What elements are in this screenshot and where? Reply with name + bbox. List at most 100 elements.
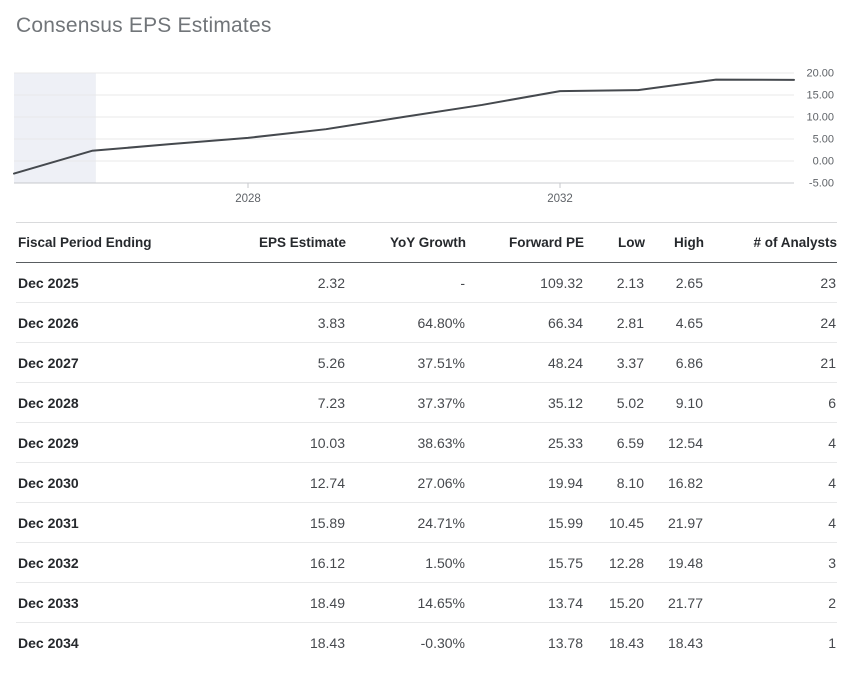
fiscal-period-cell: Dec 2033	[16, 582, 218, 623]
value-cell: 5.02	[584, 382, 645, 423]
value-cell: 27.06%	[346, 462, 466, 503]
fiscal-period-cell: Dec 2028	[16, 382, 218, 423]
fiscal-period-cell: Dec 2025	[16, 262, 218, 303]
value-cell: 2.13	[584, 262, 645, 303]
value-cell: 5.26	[218, 342, 346, 383]
table-row: Dec 2033 18.49 14.65% 13.74 15.20 21.77 2	[16, 582, 837, 623]
y-axis-label: 10.00	[806, 112, 834, 124]
value-cell: 8.10	[584, 462, 645, 503]
value-cell: 15.89	[218, 502, 346, 543]
value-cell: -	[346, 262, 466, 303]
value-cell: 16.12	[218, 542, 346, 583]
value-cell: 2.65	[645, 262, 704, 303]
value-cell: 12.74	[218, 462, 346, 503]
value-cell: 25.33	[466, 422, 584, 463]
value-cell: 10.03	[218, 422, 346, 463]
table-row: Dec 2026 3.83 64.80% 66.34 2.81 4.65 24	[16, 302, 837, 343]
value-cell: 24	[704, 302, 837, 343]
eps-estimates-table: Fiscal Period Ending EPS Estimate YoY Grow…	[16, 222, 837, 662]
section-title: Consensus EPS Estimates	[16, 14, 272, 37]
table-header-row: Fiscal Period Ending EPS Estimate YoY Grow…	[16, 222, 837, 263]
value-cell: 18.43	[667, 634, 703, 651]
y-axis-label: -5.00	[809, 178, 834, 190]
value-cell: 66.34	[466, 302, 584, 343]
value-cell: 4	[704, 422, 837, 463]
column-header--of-analysts: # of Analysts	[704, 222, 837, 263]
column-header-forward-pe: Forward PE	[466, 222, 584, 263]
value-cell: 3	[704, 542, 837, 583]
value-cell: 35.12	[466, 382, 584, 423]
value-cell: 14.65%	[346, 582, 466, 623]
value-cell: 1	[828, 634, 836, 651]
x-axis-label: 2032	[547, 193, 573, 205]
value-cell: 1.50%	[346, 542, 466, 583]
value-cell: 19.48	[645, 542, 704, 583]
value-cell: 7.23	[218, 382, 346, 423]
value-cell: 3.37	[584, 342, 645, 383]
value-cell: 4.65	[645, 302, 704, 343]
value-cell: 64.80%	[346, 302, 466, 343]
value-cell: 4	[704, 502, 837, 543]
value-cell: 15.75	[466, 542, 584, 583]
value-cell: 15.99	[466, 502, 584, 543]
value-cell: 37.37%	[346, 382, 466, 423]
value-cell: 19.94	[466, 462, 584, 503]
value-cell: 18.49	[218, 582, 346, 623]
fiscal-period-cell: Dec 2026	[16, 302, 218, 343]
column-header-yoy-growth: YoY Growth	[346, 222, 466, 263]
table-row: Dec 2029 10.03 38.63% 25.33 6.59 12.54 4	[16, 422, 837, 463]
value-cell: -0.30%	[420, 634, 465, 651]
value-cell: 109.32	[466, 262, 584, 303]
x-axis-label: 2028	[235, 193, 261, 205]
value-cell: 48.24	[466, 342, 584, 383]
value-cell: 38.63%	[346, 422, 466, 463]
value-cell: 3.83	[218, 302, 346, 343]
table-row: Dec 2025 2.32-109.32 2.13 2.65 23	[16, 262, 837, 303]
table-row: Dec 2034 18.43 -0.30% 13.78 18.43 18.43 1	[16, 623, 837, 663]
value-cell: 18.43	[608, 634, 644, 651]
fiscal-period-cell: Dec 2027	[16, 342, 218, 383]
column-header-low: Low	[584, 222, 645, 263]
y-axis-label: 5.00	[813, 134, 834, 146]
table-row: Dec 2028 7.23 37.37% 35.12 5.02 9.10 6	[16, 382, 837, 423]
fiscal-period-cell: Dec 2032	[16, 542, 218, 583]
table-row: Dec 2032 16.12 1.50% 15.75 12.28 19.48 3	[16, 542, 837, 583]
eps-chart-svg: 20.00 15.00 10.00 5.00 0.00 -5.00 2028 2032	[13, 68, 834, 205]
value-cell: 16.82	[645, 462, 704, 503]
value-cell: 24.71%	[346, 502, 466, 543]
column-header-high: High	[645, 222, 704, 263]
fiscal-period-cell: Dec 2030	[16, 462, 218, 503]
eps-series-line	[13, 78, 795, 175]
fiscal-period-cell: Dec 2031	[16, 502, 218, 543]
value-cell: 10.45	[584, 502, 645, 543]
y-axis-label: 15.00	[806, 90, 834, 102]
y-axis-label: 0.00	[813, 156, 834, 168]
value-cell: 37.51%	[346, 342, 466, 383]
table-row: Dec 2030 12.74 27.06% 19.94 8.10 16.82 4	[16, 462, 837, 503]
value-cell: 6.59	[584, 422, 645, 463]
value-cell: 6	[704, 382, 837, 423]
historical-shaded-region	[14, 73, 96, 183]
fiscal-period-cell: Dec 2034	[18, 634, 79, 651]
fiscal-period-cell: Dec 2029	[16, 422, 218, 463]
value-cell: 21.97	[645, 502, 704, 543]
value-cell: 18.43	[309, 634, 345, 651]
value-cell: 12.54	[645, 422, 704, 463]
value-cell: 12.28	[584, 542, 645, 583]
value-cell: 6.86	[645, 342, 704, 383]
column-header-fiscal-period-ending: Fiscal Period Ending	[16, 222, 218, 263]
column-header-eps-estimate: EPS Estimate	[218, 222, 346, 263]
value-cell: 13.74	[466, 582, 584, 623]
value-cell: 4	[704, 462, 837, 503]
value-cell: 21.77	[645, 582, 704, 623]
table-row: Dec 2031 15.89 24.71% 15.99 10.45 21.97 4	[16, 502, 837, 543]
table-row: Dec 2027 5.26 37.51% 48.24 3.37 6.86 21	[16, 342, 837, 383]
y-axis-label: 20.00	[806, 68, 834, 80]
value-cell: 9.10	[645, 382, 704, 423]
eps-estimates-chart: 20.00 15.00 10.00 5.00 0.00 -5.00 2028 2032	[0, 60, 852, 210]
value-cell: 2.32	[218, 262, 346, 303]
value-cell: 2.81	[584, 302, 645, 343]
value-cell: 23	[704, 262, 837, 303]
value-cell: 2	[704, 582, 837, 623]
